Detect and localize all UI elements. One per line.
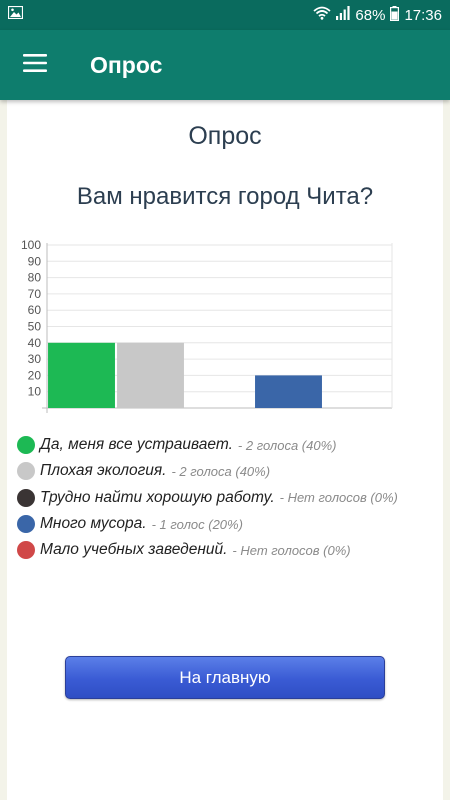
option-votes: - 2 голоса (40%) — [171, 463, 271, 479]
y-tick-label: 90 — [28, 254, 42, 268]
gallery-notification-icon — [7, 5, 24, 24]
poll-option: Да, меня все устраивает. - 2 голоса (40%) — [17, 432, 437, 458]
bar — [117, 342, 184, 408]
y-tick-label: 10 — [28, 385, 42, 399]
option-color-dot — [17, 436, 35, 455]
poll-legend: Да, меня все устраивает. - 2 голоса (40%)… — [17, 432, 437, 563]
option-color-dot — [17, 488, 35, 507]
option-label: Мало учебных заведений. — [40, 541, 228, 559]
battery-percent: 68% — [355, 6, 386, 24]
poll-option: Плохая экология. - 2 голоса (40%) — [17, 458, 437, 484]
poll-card: Опрос Вам нравится город Чита? 10 20 30 40 5… — [7, 100, 443, 800]
y-tick-label: 100 — [21, 238, 41, 252]
y-tick-label: 80 — [28, 271, 42, 285]
option-label: Много мусора. — [40, 515, 147, 533]
y-tick-label: 20 — [28, 368, 42, 382]
poll-option: Много мусора. - 1 голос (20%) — [17, 511, 437, 537]
menu-button[interactable] — [0, 30, 70, 100]
status-bar: 68% 17:36 — [0, 0, 450, 30]
bar — [48, 342, 115, 408]
option-label: Трудно найти хорошую работу. — [40, 488, 275, 506]
wifi-icon — [313, 6, 332, 24]
y-tick-label: 40 — [28, 336, 42, 350]
signal-icon — [336, 6, 351, 24]
option-votes: - Нет голосов (0%) — [279, 490, 398, 506]
option-votes: - Нет голосов (0%) — [232, 542, 351, 558]
poll-option: Мало учебных заведений. - Нет голосов (0%… — [17, 537, 437, 563]
app-title: Опрос — [90, 51, 163, 78]
option-color-dot — [17, 462, 35, 481]
y-tick-label: 70 — [28, 287, 42, 301]
y-tick-label: 60 — [28, 303, 42, 317]
poll-option: Трудно найти хорошую работу. - Нет голосо… — [17, 485, 437, 511]
clock: 17:36 — [404, 6, 442, 24]
hamburger-menu-icon — [23, 53, 47, 77]
battery-icon — [390, 5, 400, 25]
results-bar-chart: 10 20 30 40 50 60 70 80 90 100 — [21, 238, 393, 413]
home-button[interactable]: На главную — [65, 656, 385, 699]
bar — [255, 375, 322, 408]
y-tick-label: 30 — [28, 352, 42, 366]
option-votes: - 1 голос (20%) — [151, 516, 243, 532]
poll-heading: Опрос — [188, 122, 262, 150]
poll-question: Вам нравится город Чита? — [76, 183, 374, 210]
option-color-dot — [17, 515, 35, 534]
app-bar: Опрос — [0, 30, 450, 100]
option-votes: - 2 голоса (40%) — [237, 437, 337, 453]
option-label: Плохая экология. — [40, 462, 167, 480]
y-tick-label: 50 — [28, 320, 42, 334]
option-label: Да, меня все устраивает. — [40, 436, 233, 454]
option-color-dot — [17, 541, 35, 560]
